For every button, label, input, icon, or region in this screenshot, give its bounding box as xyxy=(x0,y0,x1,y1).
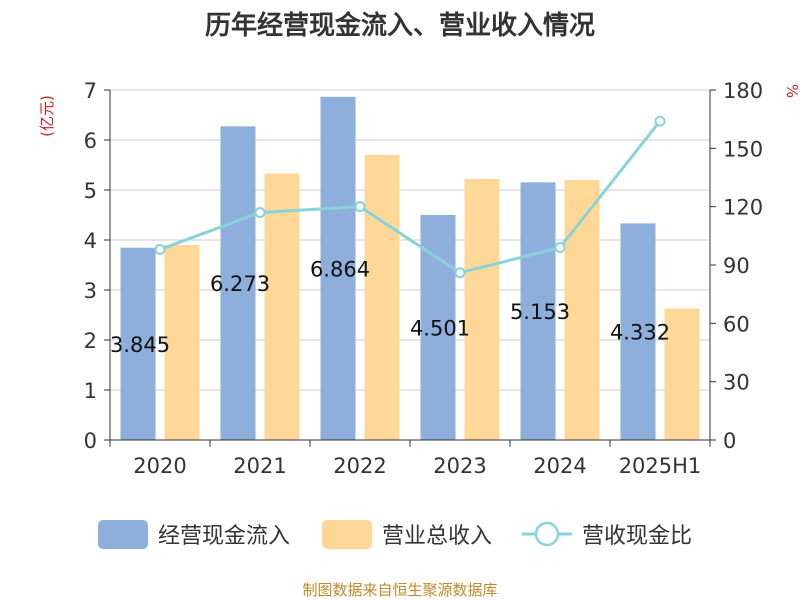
data-label-cash-inflow: 6.273 xyxy=(210,272,270,296)
data-label-cash-inflow: 3.845 xyxy=(110,333,170,357)
bar-revenue xyxy=(464,179,500,440)
legend-label-cash-inflow: 经营现金流入 xyxy=(158,524,290,549)
chart-title: 历年经营现金流入、营业收入情况 xyxy=(205,10,595,41)
left-tick-label: 5 xyxy=(84,179,97,203)
left-axis-unit: (亿元) xyxy=(38,95,56,137)
axes: 0 1 2 3 4 5 6 7 0 30 60 90 120 150 180 2020 2021 2022 2023… xyxy=(84,79,763,478)
right-axis-unit: % xyxy=(783,84,800,98)
left-tick-label: 1 xyxy=(84,379,97,403)
bar-cash-inflow xyxy=(420,214,456,440)
right-tick-label: 60 xyxy=(723,312,750,336)
right-tick-label: 120 xyxy=(723,196,763,220)
left-tick-label: 2 xyxy=(84,329,97,353)
data-label-cash-inflow: 6.864 xyxy=(310,257,370,281)
legend-swatch-revenue xyxy=(322,520,372,549)
left-tick-label: 4 xyxy=(84,229,97,253)
gridlines xyxy=(110,89,710,441)
ratio-point xyxy=(654,115,666,127)
bar-cash-inflow xyxy=(620,223,656,440)
legend-label-ratio: 营收现金比 xyxy=(582,524,692,549)
bar-revenue xyxy=(364,155,400,440)
ratio-line xyxy=(159,120,662,275)
left-tick-label: 7 xyxy=(84,79,97,103)
x-tick-label: 2021 xyxy=(233,454,286,478)
right-tick-label: 90 xyxy=(723,254,750,278)
right-tick-label: 30 xyxy=(723,371,750,395)
line-series xyxy=(154,115,666,279)
x-tick-label: 2020 xyxy=(133,454,186,478)
right-tick-label: 0 xyxy=(723,429,736,453)
left-tick-label: 3 xyxy=(84,279,97,303)
bars xyxy=(120,96,700,441)
bar-cash-inflow xyxy=(520,182,556,440)
ratio-point xyxy=(254,207,266,218)
x-tick-label: 2023 xyxy=(433,454,486,478)
legend-swatch-cash-inflow xyxy=(98,520,148,549)
data-label-cash-inflow: 4.332 xyxy=(610,321,670,345)
bar-revenue xyxy=(664,308,700,440)
data-labels: 3.845 6.273 6.864 4.501 5.153 4.332 xyxy=(110,257,670,356)
bar-revenue xyxy=(264,173,300,440)
ratio-point xyxy=(454,267,466,279)
left-tick-label: 0 xyxy=(84,429,97,453)
bar-revenue xyxy=(164,245,200,440)
legend: 经营现金流入 营业总收入 营收现金比 xyxy=(98,520,692,549)
source-note: 制图数据来自恒生聚源数据库 xyxy=(302,581,497,599)
ratio-point xyxy=(354,201,366,213)
data-label-cash-inflow: 5.153 xyxy=(510,300,570,324)
right-tick-label: 150 xyxy=(723,137,763,161)
bar-cash-inflow xyxy=(320,96,356,441)
bar-cash-inflow xyxy=(120,247,156,440)
legend-marker-ratio xyxy=(534,521,560,547)
ratio-point xyxy=(554,242,566,253)
ratio-point xyxy=(154,243,166,255)
x-tick-label: 2024 xyxy=(533,454,586,478)
bar-revenue xyxy=(564,180,600,440)
data-label-cash-inflow: 4.501 xyxy=(410,316,470,340)
bar-cash-inflow xyxy=(220,126,256,440)
x-tick-label: 2025H1 xyxy=(619,454,702,478)
x-tick-label: 2022 xyxy=(333,454,386,478)
right-tick-label: 180 xyxy=(723,79,763,103)
legend-label-revenue: 营业总收入 xyxy=(382,524,492,549)
left-tick-label: 6 xyxy=(84,129,97,153)
